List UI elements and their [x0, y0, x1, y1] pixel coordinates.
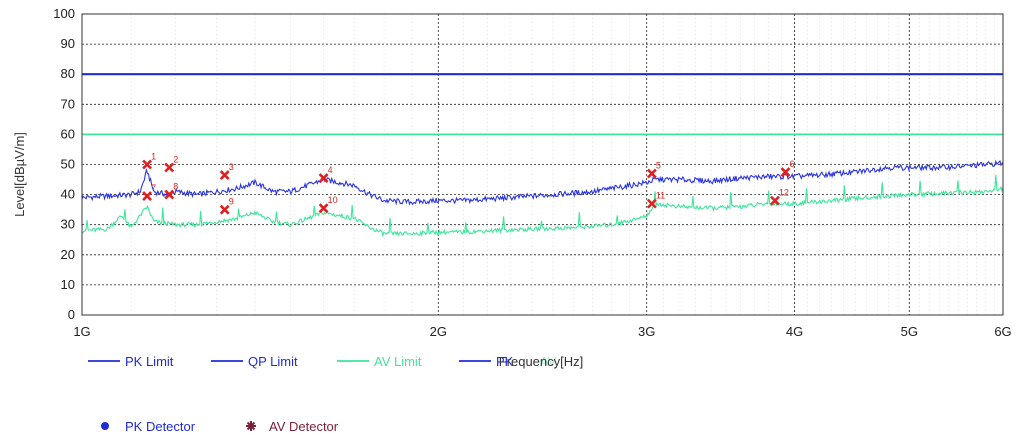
legend-line-label: QP Limit — [248, 354, 298, 369]
y-tick-label: 60 — [61, 126, 75, 141]
y-tick-label: 20 — [61, 247, 75, 262]
marker-label: 7 — [151, 183, 156, 193]
marker-point — [142, 159, 153, 170]
series-layer — [81, 159, 1004, 238]
marker-label: 1 — [151, 152, 156, 162]
x-tick-label: 6G — [994, 324, 1011, 339]
y-tick-label: 70 — [61, 96, 75, 111]
limit-lines — [82, 73, 1003, 136]
marker-label: 12 — [779, 188, 789, 198]
x-tick-label: 3G — [638, 324, 655, 339]
y-tick-label: 10 — [61, 277, 75, 292]
marker-label: 3 — [229, 162, 234, 172]
y-tick-label: 0 — [68, 307, 75, 322]
marker-layer: 1 23 4 5 67 89 10 11 12 — [142, 152, 795, 215]
y-tick-labels: 0 10 20 30 40 50 60 70 80 90 100 — [53, 6, 75, 322]
marker-point — [780, 167, 791, 177]
marker-point — [142, 191, 153, 202]
y-tick-label: 40 — [61, 187, 75, 202]
marker-point — [318, 173, 329, 183]
marker-point — [219, 170, 230, 180]
x-tick-label: 2G — [430, 324, 447, 339]
marker-point — [646, 168, 657, 179]
series-line — [81, 159, 1004, 206]
marker-label: 4 — [328, 165, 333, 175]
marker-label: 6 — [790, 159, 795, 169]
y-tick-label: 100 — [53, 6, 75, 21]
marker-label: 10 — [328, 195, 338, 205]
marker-label: 2 — [173, 155, 178, 165]
y-axis-title: Level[dBµV/m] — [12, 132, 27, 217]
legend-line-label: AV Limit — [374, 354, 422, 369]
legend: PK Limit QP Limit AV Limit PK AV PK Detector A… — [88, 354, 557, 434]
legend-detector-label: PK Detector — [125, 419, 196, 434]
legend-detector-label: AV Detector — [269, 419, 339, 434]
legend-av-detector-star — [246, 421, 256, 431]
marker-point — [164, 189, 175, 200]
x-tick-label: 5G — [901, 324, 918, 339]
marker-label: 5 — [656, 161, 661, 171]
x-tick-labels: 1G 2G 3G 4G 5G 6G — [73, 324, 1011, 339]
legend-line-label: AV — [540, 354, 557, 369]
legend-line-label: PK — [496, 354, 514, 369]
plot-frame — [81, 13, 1004, 316]
marker-point — [164, 162, 175, 173]
marker-point — [646, 198, 657, 209]
y-tick-label: 30 — [61, 217, 75, 232]
marker-label: 9 — [229, 197, 234, 207]
marker-point — [770, 195, 780, 206]
marker-label: 11 — [656, 191, 665, 201]
x-axis-title: Frequency[Hz] — [499, 354, 584, 369]
x-tick-label: 1G — [73, 324, 90, 339]
marker-label: 8 — [173, 182, 178, 192]
y-tick-label: 50 — [61, 157, 75, 172]
marker-point — [318, 203, 329, 214]
legend-pk-detector-dot — [101, 422, 109, 430]
grid-layer — [81, 13, 1004, 316]
x-tick-label: 4G — [786, 324, 803, 339]
legend-line-label: PK Limit — [125, 354, 174, 369]
series-line — [81, 174, 1004, 238]
y-tick-label: 90 — [61, 36, 75, 51]
marker-point — [219, 204, 230, 215]
y-tick-label: 80 — [61, 66, 75, 81]
